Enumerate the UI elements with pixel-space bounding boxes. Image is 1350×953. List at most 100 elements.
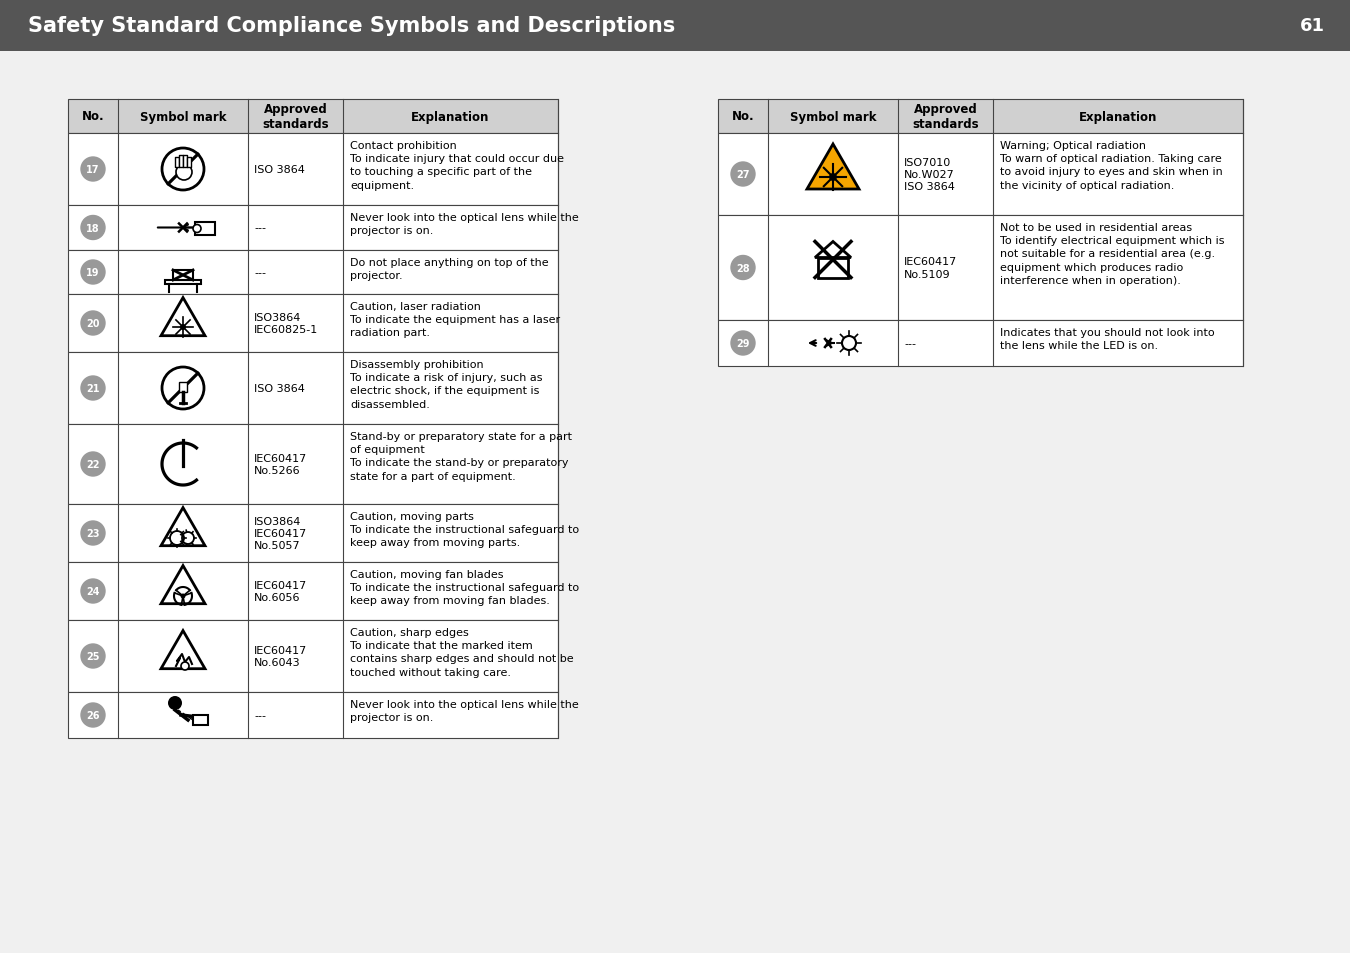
Circle shape — [81, 521, 105, 545]
Bar — [68, 692, 558, 739]
Bar — [68, 206, 558, 251]
Bar — [173, 271, 193, 281]
Text: 26: 26 — [86, 710, 100, 720]
Text: ---: --- — [254, 710, 266, 720]
Circle shape — [730, 163, 755, 187]
Circle shape — [81, 579, 105, 603]
Text: ISO 3864: ISO 3864 — [254, 165, 305, 174]
Text: IEC60417
No.6043: IEC60417 No.6043 — [254, 645, 308, 667]
Polygon shape — [161, 566, 205, 604]
Bar — [180, 382, 188, 393]
Text: 19: 19 — [86, 268, 100, 277]
Polygon shape — [807, 145, 859, 190]
Text: Not to be used in residential areas
To identify electrical equipment which is
no: Not to be used in residential areas To i… — [1000, 223, 1224, 286]
Text: Approved
standards: Approved standards — [262, 102, 329, 132]
Text: 22: 22 — [86, 459, 100, 470]
Bar — [0, 0, 1350, 52]
Bar — [165, 281, 201, 285]
Text: Caution, laser radiation
To indicate the equipment has a laser
radiation part.: Caution, laser radiation To indicate the… — [350, 302, 560, 338]
Polygon shape — [161, 631, 205, 669]
Text: 27: 27 — [736, 170, 749, 180]
Circle shape — [730, 256, 755, 280]
Circle shape — [167, 697, 182, 710]
Circle shape — [81, 312, 105, 335]
Text: ---: --- — [254, 223, 266, 233]
Text: Caution, moving fan blades
To indicate the instructional safeguard to
keep away : Caution, moving fan blades To indicate t… — [350, 569, 579, 606]
Text: No.: No. — [82, 111, 104, 123]
Text: 18: 18 — [86, 223, 100, 233]
Circle shape — [81, 376, 105, 400]
Bar — [184, 156, 186, 168]
Bar — [68, 294, 558, 353]
Circle shape — [81, 158, 105, 182]
Polygon shape — [815, 242, 850, 258]
Text: Explanation: Explanation — [1079, 111, 1157, 123]
Text: 61: 61 — [1300, 17, 1324, 35]
Bar — [188, 158, 190, 168]
Text: 29: 29 — [736, 338, 749, 349]
Text: IEC60417
No.5109: IEC60417 No.5109 — [904, 257, 957, 279]
Text: Approved
standards: Approved standards — [913, 102, 979, 132]
Text: IEC60417
No.6056: IEC60417 No.6056 — [254, 580, 308, 602]
Bar — [818, 258, 848, 278]
Bar — [180, 156, 182, 168]
Bar — [68, 562, 558, 620]
Bar — [193, 716, 208, 725]
Text: Contact prohibition
To indicate injury that could occur due
to touching a specif: Contact prohibition To indicate injury t… — [350, 141, 564, 191]
Text: Caution, sharp edges
To indicate that the marked item
contains sharp edges and s: Caution, sharp edges To indicate that th… — [350, 627, 574, 677]
Circle shape — [81, 703, 105, 727]
Bar — [68, 504, 558, 562]
Text: Stand-by or preparatory state for a part
of equipment
To indicate the stand-by o: Stand-by or preparatory state for a part… — [350, 432, 572, 481]
Polygon shape — [161, 298, 205, 336]
Text: ---: --- — [904, 338, 917, 349]
Bar — [718, 100, 1243, 133]
Circle shape — [730, 332, 755, 355]
Text: ISO3864
IEC60417
No.5057: ISO3864 IEC60417 No.5057 — [254, 517, 308, 551]
Circle shape — [181, 662, 189, 670]
Circle shape — [176, 165, 192, 181]
Text: Do not place anything on top of the
projector.: Do not place anything on top of the proj… — [350, 257, 548, 281]
Circle shape — [81, 261, 105, 285]
Text: 28: 28 — [736, 263, 749, 274]
Circle shape — [81, 644, 105, 668]
Circle shape — [81, 216, 105, 240]
Circle shape — [829, 173, 837, 182]
Text: 17: 17 — [86, 165, 100, 174]
Circle shape — [181, 594, 185, 598]
Bar — [718, 215, 1243, 320]
Text: 20: 20 — [86, 318, 100, 329]
Polygon shape — [161, 508, 205, 546]
Text: ---: --- — [254, 268, 266, 277]
Text: IEC60417
No.5266: IEC60417 No.5266 — [254, 454, 308, 476]
Bar — [68, 100, 558, 133]
Bar — [176, 158, 178, 168]
Text: 21: 21 — [86, 384, 100, 394]
Text: Explanation: Explanation — [412, 111, 490, 123]
Bar — [718, 133, 1243, 215]
Text: Never look into the optical lens while the
projector is on.: Never look into the optical lens while t… — [350, 213, 579, 236]
Text: No.: No. — [732, 111, 755, 123]
Text: Safety Standard Compliance Symbols and Descriptions: Safety Standard Compliance Symbols and D… — [28, 16, 675, 36]
Bar — [718, 320, 1243, 367]
Text: 25: 25 — [86, 651, 100, 661]
Text: Indicates that you should not look into
the lens while the LED is on.: Indicates that you should not look into … — [1000, 328, 1215, 351]
Text: ISO7010
No.W027
ISO 3864: ISO7010 No.W027 ISO 3864 — [904, 157, 954, 193]
Text: Symbol mark: Symbol mark — [140, 111, 227, 123]
Text: Caution, moving parts
To indicate the instructional safeguard to
keep away from : Caution, moving parts To indicate the in… — [350, 512, 579, 548]
Bar — [68, 251, 558, 294]
Text: 23: 23 — [86, 529, 100, 538]
Text: ISO3864
IEC60825-1: ISO3864 IEC60825-1 — [254, 313, 319, 335]
Circle shape — [180, 325, 186, 331]
Bar — [68, 620, 558, 692]
Text: 24: 24 — [86, 586, 100, 597]
Text: Never look into the optical lens while the
projector is on.: Never look into the optical lens while t… — [350, 700, 579, 722]
Text: Disassembly prohibition
To indicate a risk of injury, such as
electric shock, if: Disassembly prohibition To indicate a ri… — [350, 359, 543, 409]
Text: ISO 3864: ISO 3864 — [254, 384, 305, 394]
Bar — [68, 133, 558, 206]
Text: Symbol mark: Symbol mark — [790, 111, 876, 123]
Text: Warning; Optical radiation
To warn of optical radiation. Taking care
to avoid in: Warning; Optical radiation To warn of op… — [1000, 141, 1223, 191]
Circle shape — [81, 453, 105, 476]
Bar — [68, 424, 558, 504]
Circle shape — [193, 225, 201, 233]
Bar — [68, 353, 558, 424]
